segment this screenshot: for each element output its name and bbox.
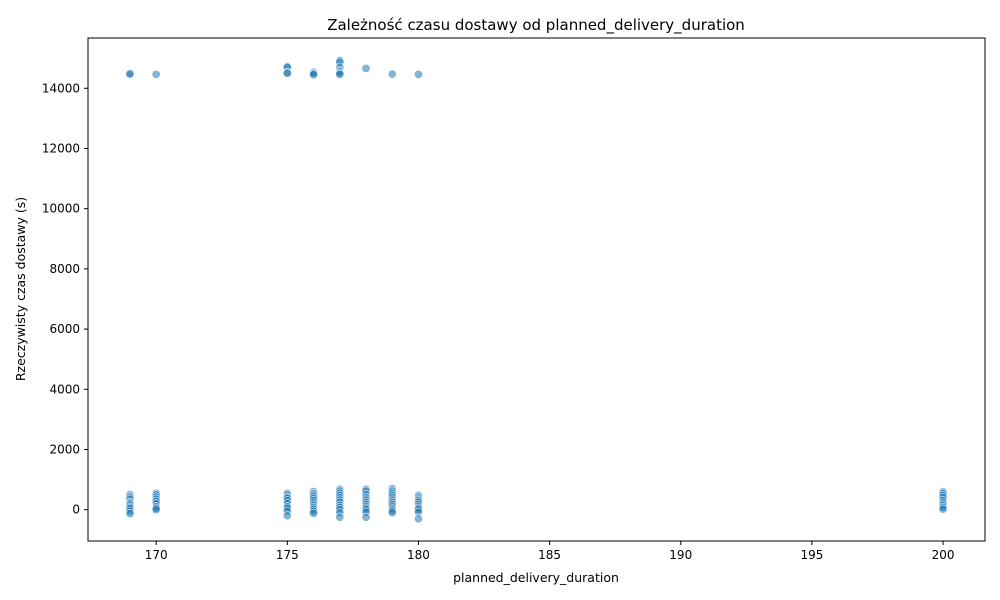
data-point (938, 504, 948, 514)
y-tick-label: 14000 (42, 81, 80, 95)
data-point (282, 511, 292, 521)
y-tick-label: 10000 (42, 202, 80, 216)
data-point (309, 70, 319, 80)
x-tick-label: 180 (407, 548, 430, 562)
x-tick-label: 185 (538, 548, 561, 562)
chart-title: Zależność czasu dostawy od planned_deliv… (327, 16, 745, 35)
y-tick-label: 4000 (49, 382, 80, 396)
x-axis-title: planned_delivery_duration (453, 570, 619, 585)
plot-area-frame (87, 37, 986, 542)
data-point (151, 505, 161, 515)
data-point (282, 68, 292, 78)
data-point (387, 508, 397, 518)
data-point (151, 69, 161, 79)
y-tick-label: 0 (72, 503, 80, 517)
scatter-points (125, 56, 948, 524)
x-tick-label: 200 (932, 548, 955, 562)
data-point (387, 69, 397, 79)
x-tick-label: 190 (669, 548, 692, 562)
y-tick-label: 6000 (49, 322, 80, 336)
data-point (125, 69, 135, 79)
y-tick-label: 8000 (49, 262, 80, 276)
y-axis: 0 2000 4000 6000 8000 10000 12000 14000 (42, 81, 88, 517)
data-point (309, 508, 319, 518)
data-point (335, 512, 345, 522)
data-point (361, 63, 371, 73)
y-tick-label: 12000 (42, 141, 80, 155)
data-point (125, 509, 135, 519)
x-tick-label: 195 (800, 548, 823, 562)
data-point (361, 512, 371, 522)
y-axis-title: Rzeczywisty czas dostawy (s) (13, 197, 28, 381)
x-axis: 170 175 180 185 190 195 200 (145, 541, 955, 562)
data-point (335, 69, 345, 79)
data-point (413, 514, 423, 524)
data-point (413, 69, 423, 79)
x-tick-label: 170 (145, 548, 168, 562)
y-tick-label: 2000 (49, 442, 80, 456)
x-tick-label: 175 (276, 548, 299, 562)
